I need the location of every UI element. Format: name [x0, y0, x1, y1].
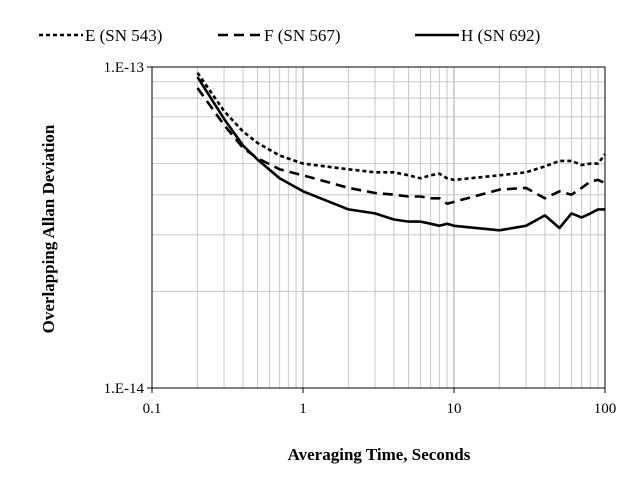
x-axis-title: Averaging Time, Seconds: [288, 445, 471, 464]
series-line-1: [196, 71, 607, 182]
y-tick-label: 1.E-13: [104, 60, 144, 76]
x-tick-label: 0.1: [143, 401, 162, 417]
series-line-2: [196, 87, 606, 205]
y-tick-label: 1.E-14: [104, 381, 145, 397]
legend-label-3: H (SN 692): [461, 26, 540, 45]
legend-label-1: E (SN 543): [85, 26, 162, 45]
y-axis-ticks: 1.E-14 1.E-13: [104, 60, 152, 397]
x-tick-label: 10: [447, 401, 462, 417]
x-tick-label: 1: [299, 401, 307, 417]
series-lines: [196, 71, 607, 232]
plot-area-frame: [151, 66, 606, 389]
series-line-3: [196, 76, 605, 232]
legend-label-2: F (SN 567): [264, 26, 341, 45]
x-tick-label: 100: [594, 401, 617, 417]
legend: E (SN 543) F (SN 567) H (SN 692): [39, 26, 540, 45]
x-axis-ticks: 0.1 1 10 100: [143, 388, 617, 417]
y-axis-title: Overlapping Allan Deviation: [39, 124, 58, 333]
